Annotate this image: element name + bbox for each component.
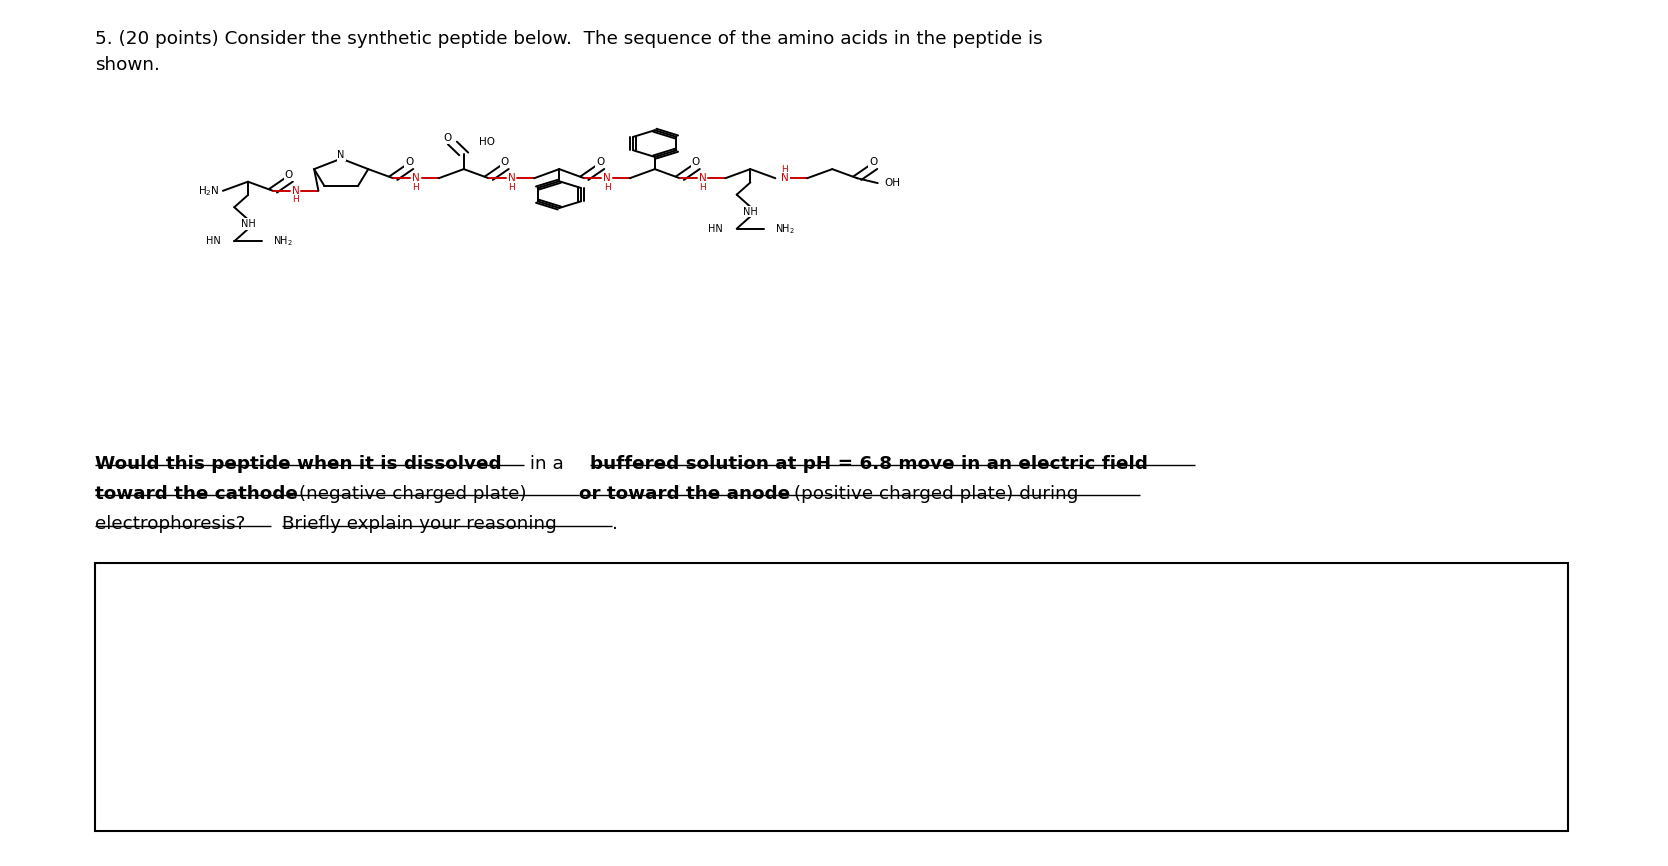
Text: HN: HN [205,236,220,246]
Text: toward the cathode: toward the cathode [95,485,299,503]
Text: NH$_2$: NH$_2$ [776,222,796,236]
Text: N: N [337,150,345,160]
Text: H: H [699,183,706,192]
Text: .: . [612,515,617,533]
Text: H$_2$N: H$_2$N [198,184,220,197]
Text: H: H [781,165,787,173]
Text: N: N [781,173,789,184]
Text: H: H [412,183,419,192]
Text: HO: HO [479,137,494,146]
Text: (negative charged plate): (negative charged plate) [294,485,532,503]
Text: shown.: shown. [95,56,160,74]
Text: or toward the anode: or toward the anode [579,485,791,503]
Text: NH: NH [742,207,757,216]
Text: O: O [595,158,604,167]
Text: O: O [692,158,701,167]
Text: N: N [507,173,515,184]
Text: H: H [292,196,299,204]
Text: H: H [509,183,515,192]
Text: N: N [604,173,610,184]
Text: Briefly explain your reasoning: Briefly explain your reasoning [282,515,557,533]
Text: NH$_2$: NH$_2$ [274,235,294,249]
Text: O: O [500,158,509,167]
Text: H: H [604,183,610,192]
Text: N: N [292,186,300,196]
Text: buffered solution at pH = 6.8 move in an electric field: buffered solution at pH = 6.8 move in an… [590,455,1148,473]
Text: NH: NH [240,219,255,229]
Text: O: O [869,158,877,167]
Text: O: O [405,158,414,167]
Text: N: N [699,173,707,184]
Text: (positive charged plate) during: (positive charged plate) during [787,485,1079,503]
Text: in a: in a [524,455,570,473]
Text: OH: OH [884,178,901,188]
Text: N: N [412,173,420,184]
Text: O: O [444,133,452,143]
Text: 5. (20 points) Consider the synthetic peptide below.  The sequence of the amino : 5. (20 points) Consider the synthetic pe… [95,30,1042,48]
Text: Would this peptide when it is dissolved: Would this peptide when it is dissolved [95,455,502,473]
Text: HN: HN [709,223,722,234]
Text: electrophoresis?: electrophoresis? [95,515,245,533]
Text: O: O [285,170,294,180]
